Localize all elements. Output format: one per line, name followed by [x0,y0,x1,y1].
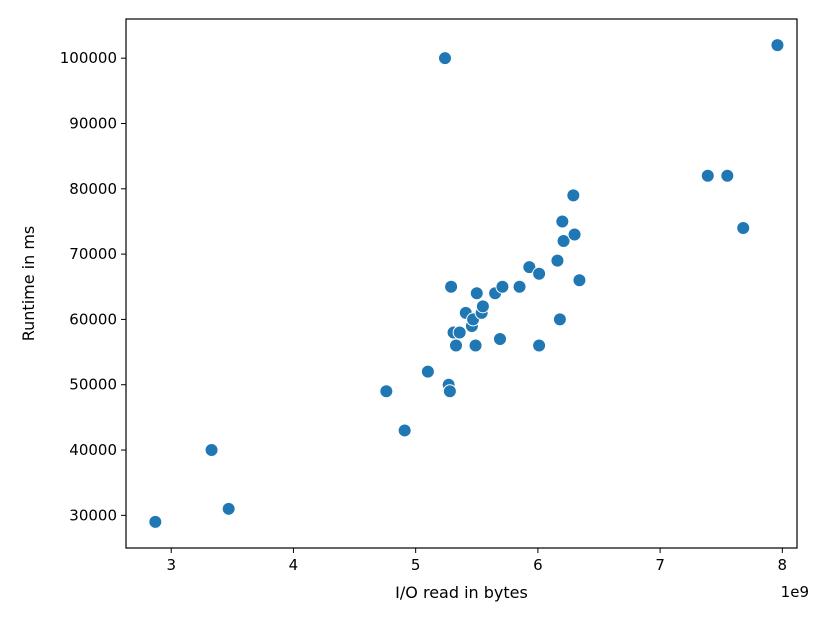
scatter-point [397,423,412,438]
x-tick-label: 4 [289,556,299,574]
y-tick-label: 50000 [69,376,117,394]
scatter-point [700,168,715,183]
x-tick-label: 6 [533,556,543,574]
scatter-point [449,338,463,353]
scatter-point [204,443,219,458]
scatter-point [468,338,483,353]
scatter-point [567,227,582,242]
scatter-point [475,299,490,314]
scatter-point [556,234,571,249]
x-tick-label: 7 [655,556,665,574]
scatter-point [444,279,459,294]
plot-frame [125,18,798,549]
scatter-point [572,273,587,288]
scatter-point [550,253,565,268]
y-tick-label: 30000 [69,506,117,524]
x-axis-offset-label: 1e9 [781,583,809,601]
scatter-point [469,286,484,301]
scatter-point [512,279,527,294]
x-tick-label: 3 [166,556,176,574]
scatter-point [566,188,581,203]
scatter-point [221,501,236,516]
x-tick-label: 8 [778,556,788,574]
y-tick-label: 80000 [69,180,117,198]
scatter-point [452,325,467,340]
scatter-point [148,514,163,529]
scatter-point [493,332,507,347]
scatter-point [379,384,394,399]
x-axis-label: I/O read in bytes [395,583,528,602]
scatter-point [438,51,452,66]
scatter-point [442,384,457,399]
y-tick-label: 100000 [60,49,117,67]
scatter-point [532,338,547,353]
scatter-point [420,364,435,379]
x-axis-ticks: 3 4 5 6 7 8 [166,548,787,574]
y-tick-label: 90000 [69,114,117,132]
scatter-point [555,214,570,229]
scatter-point [522,260,537,275]
scatter-point [532,266,547,281]
scatter-point [736,220,751,235]
scatter-point [552,312,567,327]
scatter-point [495,279,510,294]
x-tick-label: 5 [411,556,421,574]
y-axis-label: Runtime in ms [19,226,38,342]
data-points [148,38,785,529]
scatter-point [770,38,785,53]
y-tick-label: 70000 [69,245,117,263]
scatter-point [720,168,735,183]
y-tick-label: 60000 [69,310,117,328]
y-axis-ticks: 30000 40000 50000 60000 70000 80000 90000 10000… [60,49,126,524]
y-tick-label: 40000 [69,441,117,459]
